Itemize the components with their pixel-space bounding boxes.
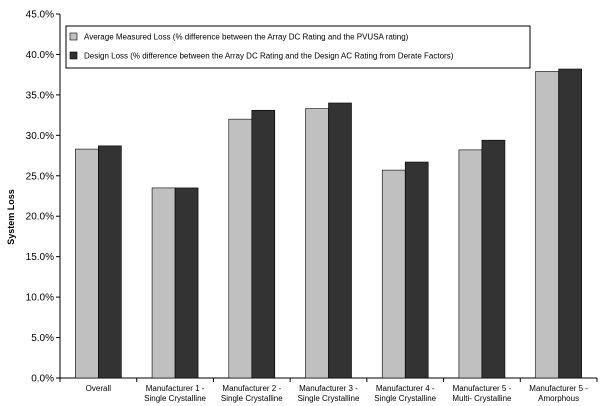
bar-measured-loss xyxy=(381,169,406,379)
x-tick-label: Multi- Crystalline xyxy=(452,394,512,403)
y-axis-title: System Loss xyxy=(6,189,16,245)
y-tick-label: 35.0% xyxy=(26,90,54,101)
legend: Average Measured Loss (% difference betw… xyxy=(65,25,531,69)
bar-design-loss xyxy=(558,68,582,379)
y-tick-label: 45.0% xyxy=(26,10,54,21)
bar-measured-loss xyxy=(75,148,99,379)
x-tick-label: Single Crystalline xyxy=(221,394,283,403)
y-tick-label: 40.0% xyxy=(26,50,54,61)
x-axis-labels: Overall Manufacturer 1 -Single Crystallin… xyxy=(86,384,589,403)
bar-group xyxy=(75,68,582,379)
bar-design-loss xyxy=(404,161,429,379)
legend-swatch-series-2 xyxy=(69,51,78,60)
bar-design-loss xyxy=(174,187,199,379)
y-tick-label: 10.0% xyxy=(26,293,54,304)
legend-box xyxy=(65,25,531,69)
x-tick-label: Manufacturer 1 - xyxy=(146,384,205,393)
x-tick-label: Manufacturer 2 - xyxy=(222,384,281,393)
x-tick-label: Manufacturer 5 - xyxy=(453,384,512,393)
x-tick-label: Manufacturer 4 - xyxy=(376,384,435,393)
y-tick-label: 30.0% xyxy=(26,131,54,142)
y-tick-label: 25.0% xyxy=(26,171,54,182)
y-axis-ticks: 0.0% 5.0% 10.0% 15.0% 20.0% 25.0% 30.0% 35.0% 40… xyxy=(26,10,60,385)
x-tick-label: Single Crystalline xyxy=(144,394,206,403)
bar-measured-loss xyxy=(151,187,176,379)
bar-design-loss xyxy=(328,102,352,379)
x-tick-label: Overall xyxy=(86,384,112,393)
x-tick-label: Manufacturer 5 - xyxy=(529,384,588,393)
bar-measured-loss xyxy=(458,149,483,379)
bar-design-loss xyxy=(251,109,276,379)
bar-design-loss xyxy=(481,139,506,379)
y-tick-label: 20.0% xyxy=(26,212,54,223)
y-tick-label: 15.0% xyxy=(26,252,54,263)
legend-swatch-series-1 xyxy=(69,32,78,41)
x-tick-label: Single Crystalline xyxy=(374,394,436,403)
x-tick-label: Single Crystalline xyxy=(298,394,360,403)
bar-measured-loss xyxy=(535,71,559,379)
bar-measured-loss xyxy=(228,118,253,379)
x-tick-label: Manufacturer 3 - xyxy=(299,384,358,393)
bar-measured-loss xyxy=(305,108,329,379)
legend-label-series-1: Average Measured Loss (% difference betw… xyxy=(84,33,409,42)
y-tick-label: 5.0% xyxy=(31,333,54,344)
y-tick-label: 0.0% xyxy=(31,374,54,385)
bar-design-loss xyxy=(98,145,122,379)
legend-label-series-2: Design Loss (% difference between the Ar… xyxy=(84,52,454,61)
x-tick-label: Amorphous xyxy=(538,394,579,403)
